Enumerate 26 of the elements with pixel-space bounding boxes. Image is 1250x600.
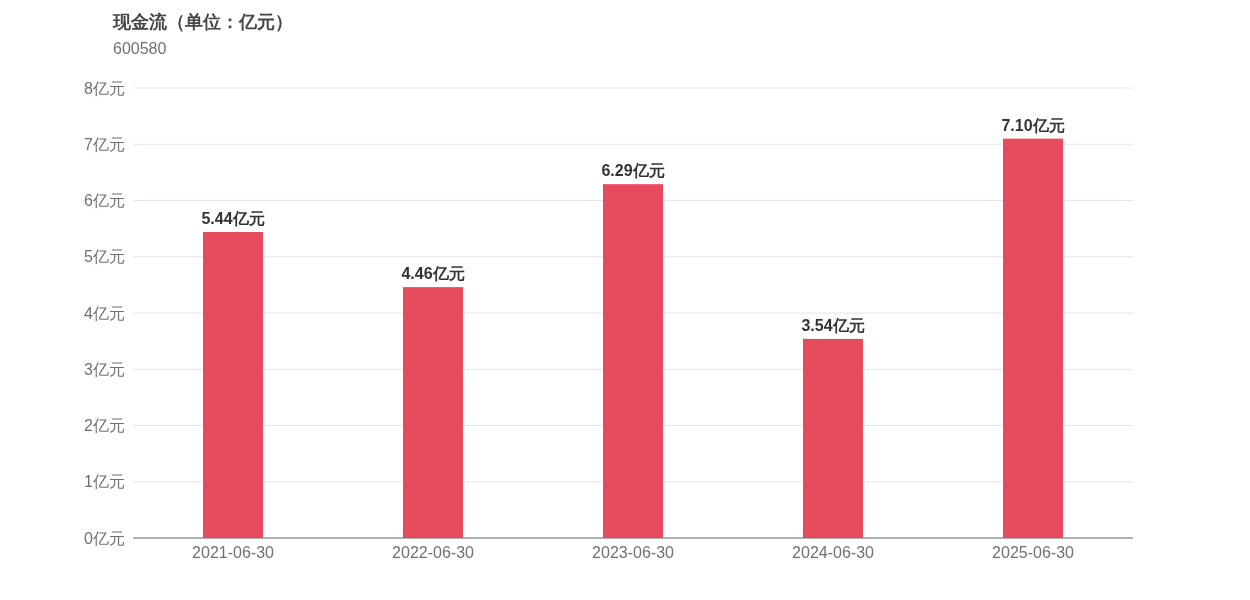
x-tick-label: 2021-06-30 xyxy=(192,544,275,561)
data-label: 5.44亿元 xyxy=(201,210,265,227)
bar xyxy=(603,184,663,538)
y-tick-label: 7亿元 xyxy=(84,135,125,153)
data-label: 6.29亿元 xyxy=(601,162,665,180)
chart-title: 现金流（单位：亿元） xyxy=(112,12,293,32)
bar xyxy=(803,338,863,538)
chart-subtitle: 600580 xyxy=(113,40,167,57)
x-tick-label: 2023-06-30 xyxy=(592,544,675,561)
bar xyxy=(203,232,263,538)
x-tick-label: 2024-06-30 xyxy=(792,544,875,561)
y-tick-label: 4亿元 xyxy=(84,304,125,322)
y-tick-label: 8亿元 xyxy=(84,79,125,97)
data-label: 3.54亿元 xyxy=(801,316,865,334)
y-tick-label: 5亿元 xyxy=(84,248,125,266)
x-tick-label: 2025-06-30 xyxy=(992,544,1075,561)
data-label: 4.46亿元 xyxy=(401,265,465,283)
y-tick-label: 2亿元 xyxy=(84,417,125,435)
y-tick-label: 3亿元 xyxy=(84,360,125,378)
data-label: 7.10亿元 xyxy=(1001,116,1065,134)
bar xyxy=(1003,138,1063,538)
bar xyxy=(403,287,463,538)
y-tick-label: 6亿元 xyxy=(84,192,125,210)
y-tick-label: 0亿元 xyxy=(84,529,125,547)
y-tick-label: 1亿元 xyxy=(84,473,125,491)
x-tick-label: 2022-06-30 xyxy=(392,544,475,561)
